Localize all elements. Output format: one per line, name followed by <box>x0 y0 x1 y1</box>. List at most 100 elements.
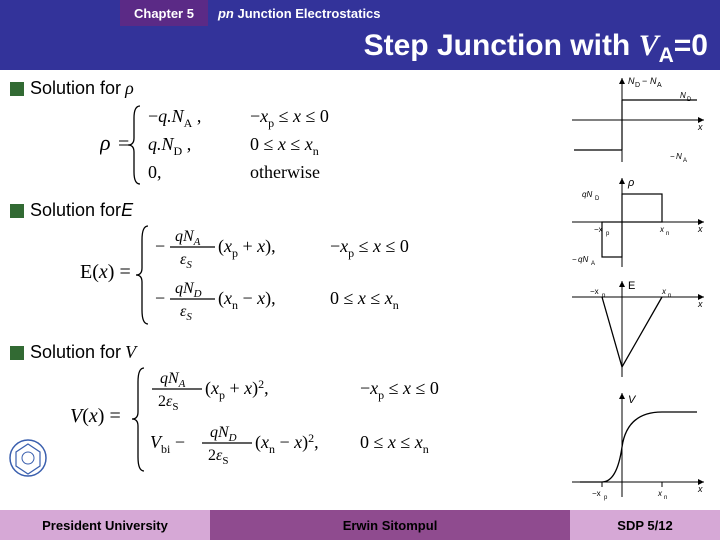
svg-text:−: − <box>642 76 647 86</box>
svg-text:−q.NA ,: −q.NA , <box>148 106 201 130</box>
svg-text:qN: qN <box>582 190 592 199</box>
svg-text:n: n <box>664 495 667 501</box>
svg-text:0 ≤ x ≤ xn: 0 ≤ x ≤ xn <box>250 134 319 158</box>
bullet-icon <box>10 82 24 96</box>
svg-text:−x: −x <box>592 489 601 498</box>
title-bar: Step Junction with VA=0 <box>0 26 720 70</box>
svg-text:A: A <box>657 82 662 89</box>
bullet-icon <box>10 204 24 218</box>
bullet-rho: Solution for ρ <box>10 78 134 99</box>
diagram-column: ND−NA x ND −NA ρ x qND −qNA −xp xn <box>562 72 712 502</box>
svg-text:otherwise: otherwise <box>250 162 320 182</box>
svg-text:(xn − x),: (xn − x), <box>218 288 276 312</box>
svg-text:E(x) =: E(x) = <box>80 261 131 283</box>
diagram-potential: V x −xp xn <box>562 387 712 502</box>
svg-text:−xp ≤ x ≤ 0: −xp ≤ x ≤ 0 <box>360 378 439 402</box>
bullet-rho-label: Solution for <box>30 78 121 99</box>
svg-text:V: V <box>628 394 637 406</box>
chapter-label: Chapter 5 <box>120 0 208 26</box>
page-title: Step Junction with VA=0 <box>364 29 708 68</box>
formula-rho: ρ = −q.NA , −xp ≤ x ≤ 0 q.ND , 0 ≤ x ≤ x… <box>100 100 420 195</box>
formula-v-svg: V(x) = qNA 2εS (xp + x)2, −xp ≤ x ≤ 0 Vb… <box>70 362 500 477</box>
svg-text:N: N <box>628 76 635 86</box>
svg-text:x: x <box>659 225 665 234</box>
svg-text:N: N <box>650 76 657 86</box>
svg-text:p: p <box>604 495 608 501</box>
svg-text:qND: qND <box>210 424 237 444</box>
bullet-e-label: Solution for <box>30 200 121 221</box>
content-area: Solution for ρ ρ = −q.NA , −xp ≤ x ≤ 0 q… <box>0 70 720 510</box>
svg-text:x: x <box>697 299 703 309</box>
svg-text:(xn − x)2,: (xn − x)2, <box>255 431 319 456</box>
bullet-icon <box>10 346 24 360</box>
title-suffix: =0 <box>674 29 708 62</box>
svg-text:Vbi −: Vbi − <box>150 432 185 456</box>
svg-text:n: n <box>666 231 669 237</box>
diagram-rho: ρ x qND −qNA −xp xn <box>562 172 712 272</box>
formula-e-svg: E(x) = − qNA εS (xp + x), −xp ≤ x ≤ 0 − … <box>80 220 480 330</box>
bullet-e-var: E <box>121 200 133 221</box>
svg-text:A: A <box>683 158 687 164</box>
svg-text:ρ: ρ <box>627 177 634 189</box>
svg-text:p: p <box>602 293 606 299</box>
bullet-v: Solution for V <box>10 342 136 363</box>
footer-right: SDP 5/12 <box>570 510 720 540</box>
svg-text:N: N <box>676 152 682 161</box>
svg-text:=: = <box>118 133 129 155</box>
formula-v: V(x) = qNA 2εS (xp + x)2, −xp ≤ x ≤ 0 Vb… <box>70 362 500 482</box>
svg-text:2εS: 2εS <box>208 447 228 467</box>
topic-prefix: pn <box>218 6 234 21</box>
university-logo-icon <box>8 438 48 478</box>
bullet-v-label: Solution for <box>30 342 121 363</box>
svg-text:n: n <box>668 293 671 299</box>
topic-rest: Junction Electrostatics <box>234 6 381 21</box>
formula-e: E(x) = − qNA εS (xp + x), −xp ≤ x ≤ 0 − … <box>80 220 480 335</box>
svg-text:−: − <box>572 255 577 264</box>
svg-text:−x: −x <box>594 225 603 234</box>
svg-text:D: D <box>635 82 640 89</box>
svg-text:x: x <box>661 287 667 296</box>
footer-mid: Erwin Sitompul <box>210 510 570 540</box>
title-prefix: Step Junction with <box>364 29 639 62</box>
footer-left: President University <box>0 510 210 540</box>
bullet-v-var: V <box>125 342 136 363</box>
svg-text:D: D <box>595 196 600 202</box>
svg-text:−xp ≤ x ≤ 0: −xp ≤ x ≤ 0 <box>250 106 329 130</box>
svg-text:0,: 0, <box>148 162 162 182</box>
svg-text:p: p <box>606 231 610 237</box>
svg-text:x: x <box>697 224 703 234</box>
svg-text:0 ≤ x ≤ xn: 0 ≤ x ≤ xn <box>360 432 429 456</box>
svg-text:2εS: 2εS <box>158 393 178 413</box>
svg-text:x: x <box>697 484 703 494</box>
svg-text:−: − <box>155 236 165 256</box>
header-bar: Chapter 5 pn Junction Electrostatics <box>0 0 720 26</box>
svg-text:x: x <box>657 489 663 498</box>
svg-text:E: E <box>628 280 635 292</box>
bullet-e: Solution for E <box>10 200 133 221</box>
svg-text:εS: εS <box>180 251 192 271</box>
footer-bar: President University Erwin Sitompul SDP … <box>0 510 720 540</box>
svg-text:qNA: qNA <box>175 228 201 248</box>
topic-label: pn Junction Electrostatics <box>218 6 381 21</box>
svg-text:(xp + x),: (xp + x), <box>218 236 276 260</box>
diagram-doping: ND−NA x ND −NA <box>562 72 712 167</box>
svg-text:q.ND ,: q.ND , <box>148 134 191 158</box>
svg-text:V(x) =: V(x) = <box>70 405 121 427</box>
svg-text:qN: qN <box>578 255 588 264</box>
svg-text:A: A <box>591 261 595 267</box>
title-sub: A <box>659 44 674 67</box>
svg-text:D: D <box>687 97 692 103</box>
svg-text:−xp ≤ x ≤ 0: −xp ≤ x ≤ 0 <box>330 236 409 260</box>
svg-text:N: N <box>680 91 686 100</box>
svg-text:−: − <box>155 288 165 308</box>
title-var: V <box>639 29 659 62</box>
bullet-rho-var: ρ <box>125 78 134 99</box>
formula-rho-svg: ρ = −q.NA , −xp ≤ x ≤ 0 q.ND , 0 ≤ x ≤ x… <box>100 100 420 190</box>
svg-text:qNA: qNA <box>160 370 186 390</box>
svg-text:(xp + x)2,: (xp + x)2, <box>205 377 269 402</box>
svg-text:x: x <box>697 122 703 132</box>
svg-text:−x: −x <box>590 287 599 296</box>
svg-text:ρ: ρ <box>100 130 111 155</box>
svg-text:−: − <box>670 152 675 161</box>
diagram-efield: E x −xp xn <box>562 277 712 382</box>
